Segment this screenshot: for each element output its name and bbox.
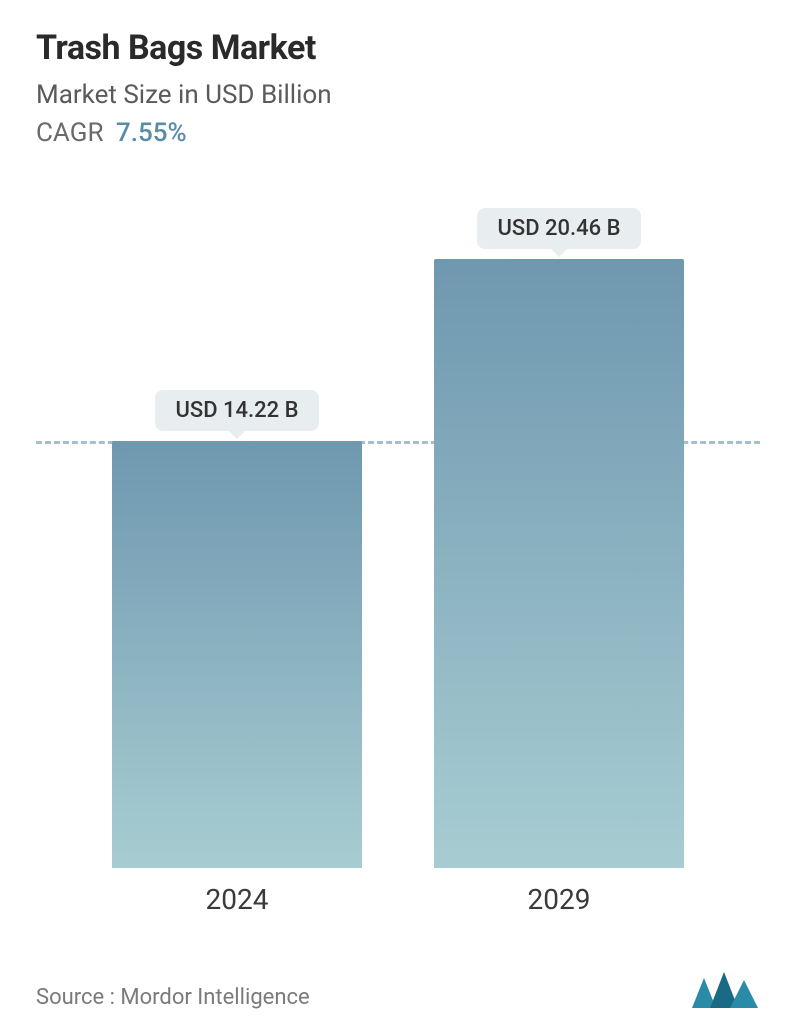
cagr-value: 7.55% bbox=[116, 118, 187, 148]
source-text: Source : Mordor Intelligence bbox=[36, 985, 310, 1010]
chart-title: Trash Bags Market bbox=[36, 28, 760, 68]
bar bbox=[434, 259, 684, 868]
bars-wrap: USD 14.22 B USD 20.46 B bbox=[36, 208, 760, 868]
bar bbox=[112, 441, 362, 868]
bar-group: USD 14.22 B bbox=[112, 208, 362, 868]
footer: Source : Mordor Intelligence bbox=[36, 970, 760, 1010]
value-badge: USD 20.46 B bbox=[477, 208, 640, 249]
chart-subtitle: Market Size in USD Billion bbox=[36, 80, 760, 110]
x-axis-labels: 2024 2029 bbox=[36, 883, 760, 916]
cagr-row: CAGR 7.55% bbox=[36, 118, 760, 148]
value-badge: USD 14.22 B bbox=[155, 390, 318, 431]
brand-logo-icon bbox=[690, 970, 760, 1010]
chart-container: Trash Bags Market Market Size in USD Bil… bbox=[0, 0, 796, 1034]
bar-group: USD 20.46 B bbox=[434, 208, 684, 868]
x-axis-label: 2029 bbox=[434, 883, 684, 916]
cagr-label: CAGR bbox=[36, 118, 103, 148]
x-axis-label: 2024 bbox=[112, 883, 362, 916]
chart-area: USD 14.22 B USD 20.46 B 2024 2029 bbox=[36, 196, 760, 916]
